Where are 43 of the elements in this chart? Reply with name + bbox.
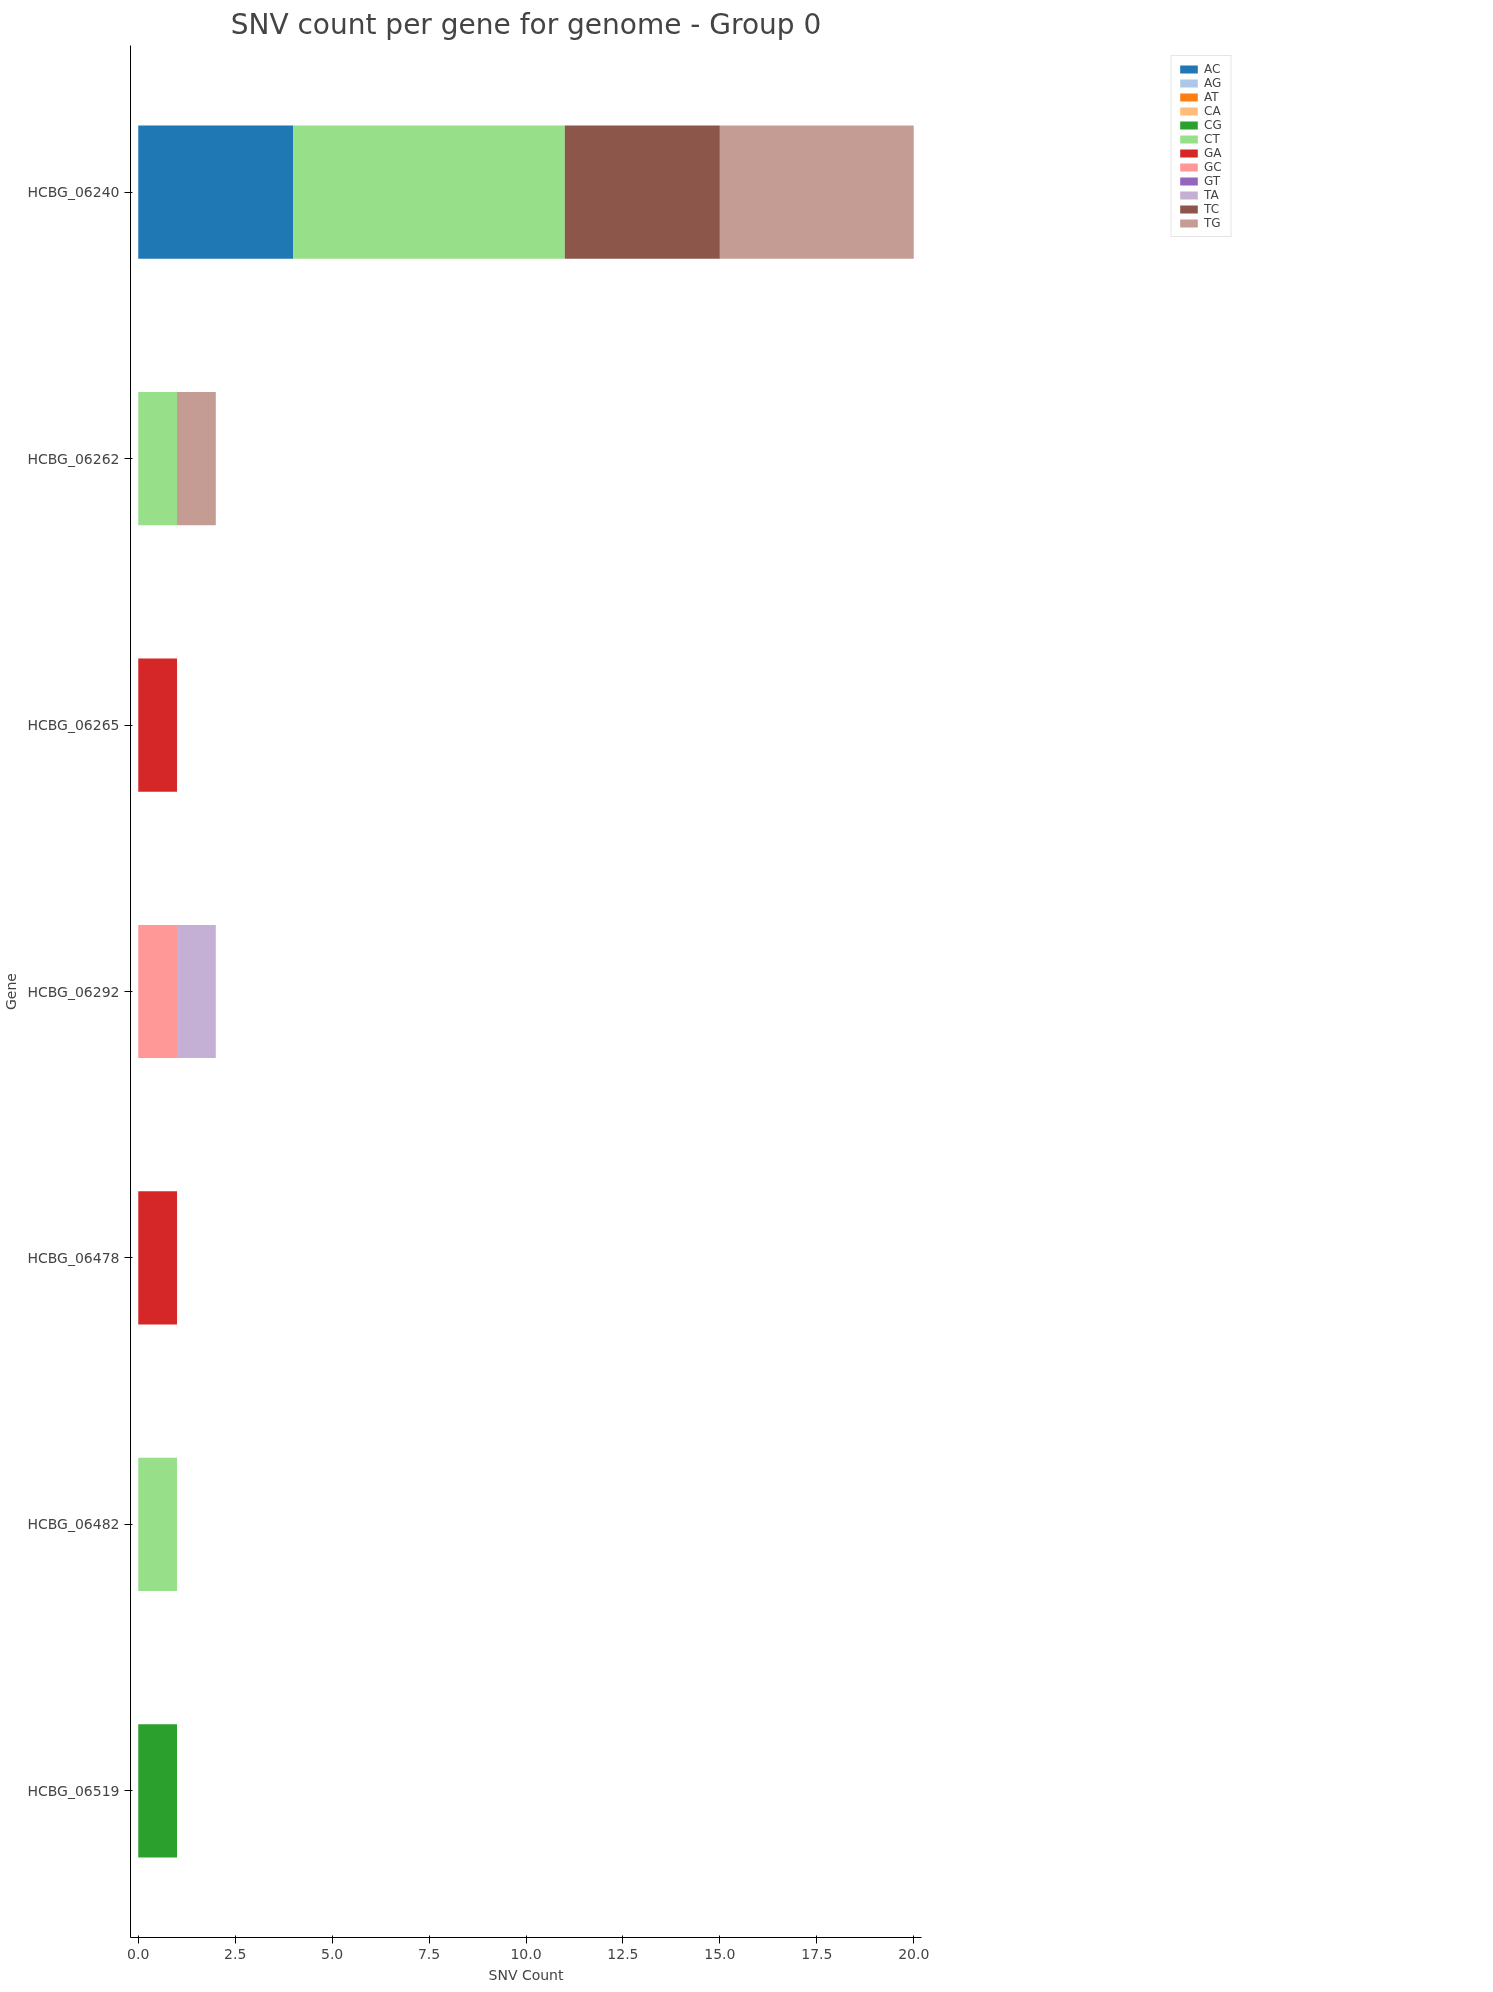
bar [719, 125, 914, 259]
y-tick-label: HCBG_06519 [27, 1782, 120, 1799]
legend-label: TG [1204, 216, 1222, 230]
bar [564, 125, 720, 259]
legend-label: GT [1204, 174, 1222, 188]
chart-title: SNV count per gene for genome - Group 0 [230, 7, 822, 41]
x-tick-label: 20.0 [898, 1945, 930, 1962]
x-tick-label: 7.5 [417, 1945, 441, 1962]
legend-label: TA [1204, 188, 1220, 202]
y-tick-label: HCBG_06292 [27, 983, 120, 1000]
x-tick-label: 12.5 [607, 1945, 639, 1962]
y-axis-title: Gene [3, 973, 20, 1010]
x-tick-label: 0.0 [127, 1945, 150, 1962]
bar [138, 1457, 178, 1592]
legend-label: TC [1204, 202, 1220, 216]
y-tick-label: HCBG_06265 [27, 717, 120, 734]
legend-label: CG [1204, 118, 1223, 132]
x-tick-label: 2.5 [224, 1945, 247, 1962]
bar [293, 125, 565, 259]
y-tick-label: HCBG_06240 [27, 184, 120, 201]
bar [138, 1724, 178, 1858]
bar [177, 924, 216, 1059]
y-tick-label: HCBG_06482 [27, 1516, 120, 1533]
x-tick-label: 15.0 [704, 1945, 736, 1962]
y-tick-label: HCBG_06262 [27, 450, 120, 467]
x-tick-label: 10.0 [510, 1945, 542, 1962]
legend-label: AG [1204, 76, 1223, 90]
bar [177, 391, 216, 526]
legend-label: AT [1204, 90, 1220, 104]
bar [138, 1191, 178, 1325]
bar [138, 924, 178, 1059]
x-axis-title: SNV Count [488, 1966, 564, 1983]
x-tick-label: 5.0 [321, 1945, 344, 1962]
legend-label: AC [1204, 62, 1222, 76]
bar [138, 391, 178, 526]
legend-label: GA [1204, 146, 1223, 160]
bar [138, 658, 178, 792]
y-tick-label: HCBG_06478 [27, 1249, 120, 1266]
x-tick-label: 17.5 [801, 1945, 833, 1962]
legend-label: CA [1204, 104, 1222, 118]
bar [138, 125, 294, 259]
legend-label: CT [1204, 132, 1221, 146]
legend-label: GC [1204, 160, 1223, 174]
